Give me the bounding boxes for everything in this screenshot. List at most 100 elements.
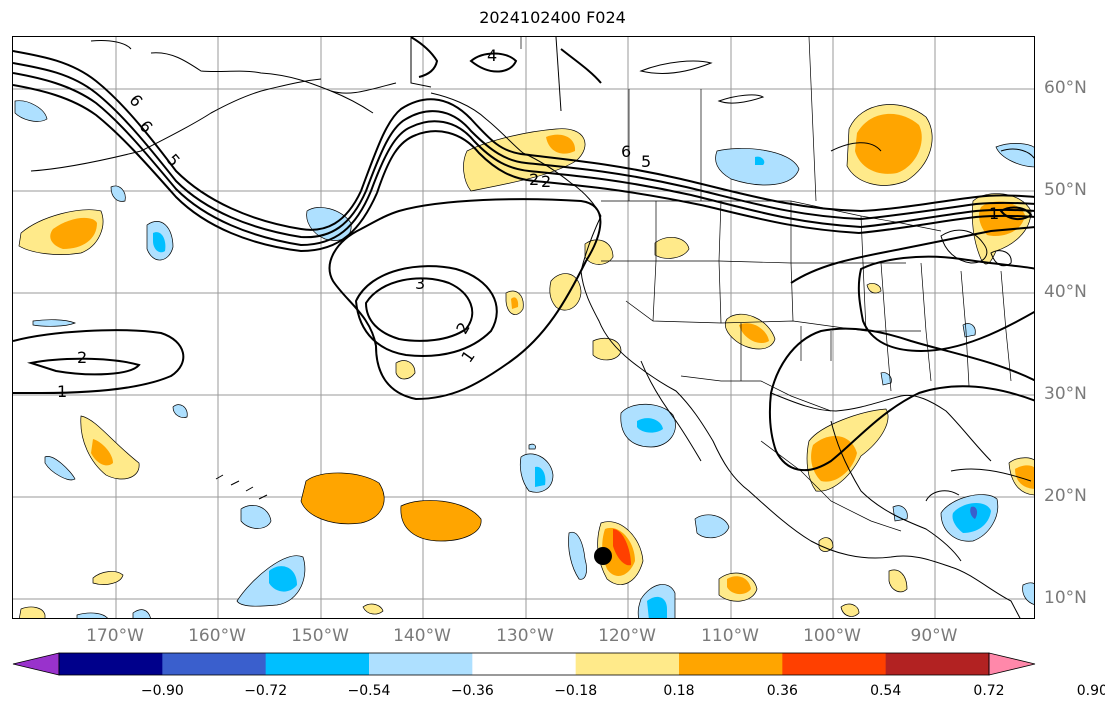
- colorbar-segment: [472, 653, 577, 675]
- colorbar-extend-high: [988, 652, 1036, 676]
- fill-negative: [14, 100, 48, 122]
- fill-positive: [840, 603, 860, 617]
- lon-label: 140°W: [393, 626, 451, 646]
- fill-positive: [1015, 465, 1034, 489]
- contour-label: 5: [641, 152, 651, 171]
- colorbar: [12, 652, 1036, 676]
- lat-label: 30°N: [1044, 384, 1087, 404]
- fill-positive: [546, 134, 576, 154]
- fill-negative: [715, 148, 800, 186]
- colorbar-tick-label: 0.36: [766, 683, 798, 699]
- lon-label: 100°W: [803, 626, 861, 646]
- fill-negative: [153, 232, 166, 253]
- colorbar-tick-label: −0.36: [450, 683, 494, 699]
- fill-positive: [300, 472, 385, 525]
- fill-negative: [132, 609, 151, 618]
- fill-negative: [694, 514, 730, 539]
- fill-positive: [739, 323, 769, 344]
- fill-positive: [362, 603, 384, 615]
- lon-label: 170°W: [86, 626, 144, 646]
- lat-label: 20°N: [1044, 486, 1087, 506]
- fill-negative: [892, 505, 908, 522]
- fill-negative: [269, 566, 297, 592]
- contour-label: 2: [529, 170, 539, 189]
- colorbar-segment: [679, 653, 783, 675]
- colorbar-tick-label: −0.72: [244, 683, 288, 699]
- lat-label: 60°N: [1044, 78, 1087, 98]
- fill-positive: [549, 273, 582, 311]
- contour-label: 6: [621, 142, 631, 161]
- contour-label: 1: [989, 204, 999, 223]
- map-panel: 6 6 5 4 3 2 1 2 1 6 5 2 2 1: [12, 36, 1035, 619]
- lon-label: 110°W: [701, 626, 759, 646]
- contours: [13, 37, 1034, 471]
- lon-label: 150°W: [291, 626, 349, 646]
- fill-negative: [568, 531, 587, 580]
- fill-negative: [110, 185, 126, 202]
- fill-positive: [91, 439, 113, 466]
- lon-label: 120°W: [598, 626, 656, 646]
- contour-label: 6: [125, 91, 146, 111]
- lat-label: 10°N: [1044, 588, 1087, 608]
- contour-label: 1: [57, 382, 67, 401]
- fill-negative: [962, 323, 976, 338]
- colorbar-segment: [369, 653, 473, 675]
- colorbar-tick-label: −0.90: [140, 683, 184, 699]
- fill-negative: [1022, 582, 1034, 605]
- fill-positive: [400, 500, 482, 542]
- fill-negative: [755, 156, 765, 165]
- colorbar-tick-label: 0.18: [663, 683, 695, 699]
- fill-positive: [80, 415, 140, 480]
- fill-positive: [592, 337, 622, 361]
- lon-label: 160°W: [188, 626, 246, 646]
- fill-negative: [970, 506, 978, 519]
- fill-positive: [855, 113, 922, 174]
- colorbar-extend-low: [12, 652, 60, 676]
- contour-label: 1: [457, 347, 478, 366]
- map-title: 2024102400 F024: [479, 8, 626, 27]
- colorbar-segment: [59, 653, 163, 675]
- contour-label: 4: [487, 46, 497, 65]
- colorbar-segment: [782, 653, 887, 675]
- colorbar-segment: [575, 653, 680, 675]
- fill-positive: [511, 297, 519, 309]
- lat-label: 50°N: [1044, 180, 1087, 200]
- coastlines: [30, 37, 1034, 618]
- fill-positive: [395, 360, 416, 380]
- political-borders: [520, 37, 1012, 532]
- fill-negative: [76, 612, 108, 618]
- fill-positive: [888, 569, 908, 593]
- fill-negative: [535, 466, 546, 487]
- fill-positive: [92, 571, 124, 585]
- fill-negative: [172, 404, 188, 418]
- fill-negative: [995, 143, 1034, 168]
- colorbar-segment: [265, 653, 370, 675]
- fill-negative: [32, 319, 76, 327]
- contour-label: 2: [541, 172, 551, 191]
- fill-positive: [654, 236, 690, 259]
- fill-positive: [613, 529, 631, 566]
- fill-negative: [647, 596, 667, 618]
- colorbar-segment: [885, 653, 990, 675]
- lat-label: 40°N: [1044, 282, 1087, 302]
- fill-negative: [44, 456, 76, 481]
- colorbar-tick-label: 0.54: [870, 683, 902, 699]
- contour-label: 2: [77, 348, 87, 367]
- colorbar-tick-label: −0.54: [347, 683, 391, 699]
- storm-marker: [594, 547, 612, 565]
- fill-negative: [952, 502, 991, 533]
- contour-label: 3: [415, 274, 425, 293]
- fill-positive: [727, 576, 751, 595]
- colorbar-tick-label: 0.90: [1076, 683, 1105, 699]
- fill-negative: [880, 372, 892, 386]
- gridlines: [13, 37, 1034, 618]
- fill-negative: [528, 443, 536, 450]
- fill-negative: [637, 418, 663, 433]
- fill-positive: [818, 537, 834, 552]
- fill-positive: [50, 217, 97, 249]
- fill-negative: [240, 505, 272, 529]
- lon-label: 130°W: [496, 626, 554, 646]
- colorbar-tick-label: 0.72: [973, 683, 1005, 699]
- anomaly-fills: [14, 100, 1034, 618]
- colorbar-segment: [162, 653, 267, 675]
